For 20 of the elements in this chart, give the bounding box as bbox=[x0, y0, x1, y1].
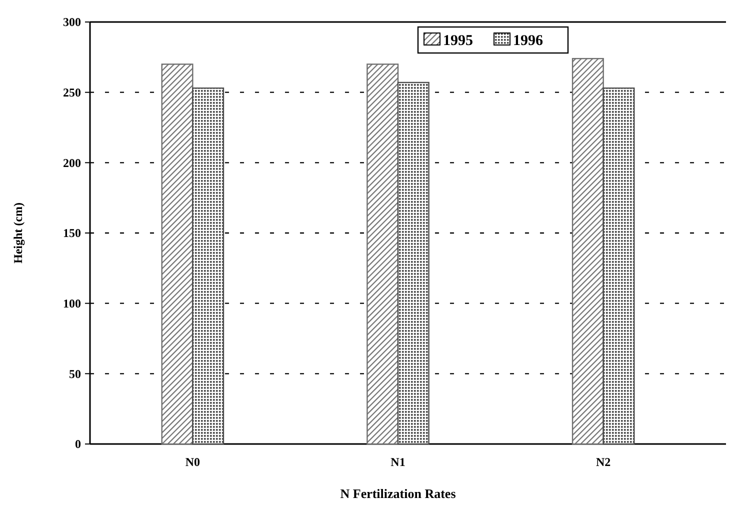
bar bbox=[192, 88, 224, 445]
y-tick-label: 0 bbox=[75, 437, 81, 452]
bar bbox=[161, 64, 194, 445]
y-tick-label: 250 bbox=[63, 86, 81, 100]
y-axis-title: Height (cm) bbox=[11, 202, 25, 264]
x-axis-title: N Fertilization Rates bbox=[340, 486, 456, 501]
bar bbox=[602, 88, 635, 445]
y-tick-label: 50 bbox=[69, 366, 81, 381]
legend-label: 1996 bbox=[513, 33, 544, 49]
x-tick-label: N1 bbox=[390, 455, 406, 469]
bar bbox=[572, 58, 604, 445]
y-tick-label: 150 bbox=[63, 226, 81, 240]
bar bbox=[397, 82, 430, 445]
y-tick-label: 300 bbox=[63, 15, 81, 30]
x-tick-label: N2 bbox=[596, 455, 611, 469]
legend-label: 1995 bbox=[443, 33, 473, 49]
x-tick-label: N0 bbox=[185, 455, 200, 469]
y-tick-label: 200 bbox=[63, 156, 81, 170]
y-tick-label: 100 bbox=[63, 296, 81, 311]
bar bbox=[366, 64, 399, 445]
